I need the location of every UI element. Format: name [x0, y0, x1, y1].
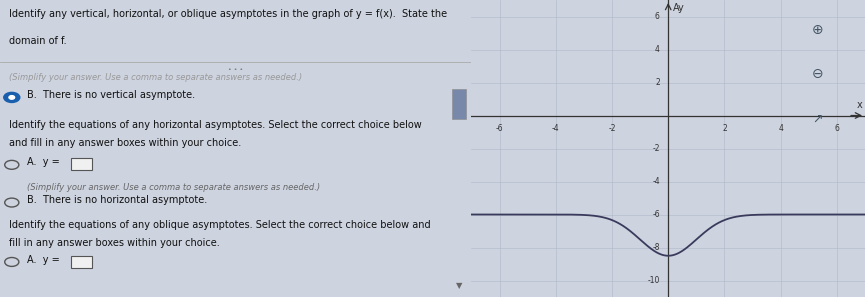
- Text: 2: 2: [722, 124, 727, 133]
- Text: and fill in any answer boxes within your choice.: and fill in any answer boxes within your…: [10, 138, 241, 148]
- Text: x: x: [856, 100, 862, 110]
- Text: A.  y =: A. y =: [28, 255, 60, 265]
- FancyBboxPatch shape: [71, 158, 92, 170]
- Text: -6: -6: [496, 124, 503, 133]
- FancyBboxPatch shape: [71, 256, 92, 268]
- Text: Identify the equations of any oblique asymptotes. Select the correct choice belo: Identify the equations of any oblique as…: [10, 220, 431, 230]
- Text: -4: -4: [652, 177, 660, 186]
- Text: -2: -2: [652, 144, 660, 153]
- Text: 6: 6: [835, 124, 839, 133]
- Text: ↗: ↗: [812, 112, 823, 125]
- Text: • • •: • • •: [228, 67, 243, 72]
- Text: 4: 4: [778, 124, 783, 133]
- Text: Identify any vertical, horizontal, or oblique asymptotes in the graph of y = f(x: Identify any vertical, horizontal, or ob…: [10, 9, 447, 19]
- FancyBboxPatch shape: [452, 89, 465, 119]
- Text: fill in any answer boxes within your choice.: fill in any answer boxes within your cho…: [10, 238, 221, 248]
- Text: Ay: Ay: [672, 3, 684, 13]
- Text: 2: 2: [655, 78, 660, 87]
- Text: A.  y =: A. y =: [28, 157, 60, 168]
- Text: 6: 6: [655, 12, 660, 21]
- Text: ⊕: ⊕: [812, 23, 823, 37]
- Text: -4: -4: [552, 124, 560, 133]
- Text: (Simplify your answer. Use a comma to separate answers as needed.): (Simplify your answer. Use a comma to se…: [10, 73, 303, 82]
- Text: -10: -10: [647, 276, 660, 285]
- Text: 4: 4: [655, 45, 660, 54]
- Circle shape: [3, 92, 20, 102]
- Text: ▼: ▼: [456, 281, 462, 290]
- Text: B.  There is no horizontal asymptote.: B. There is no horizontal asymptote.: [28, 195, 208, 205]
- Text: B.  There is no vertical asymptote.: B. There is no vertical asymptote.: [28, 90, 195, 100]
- Text: -2: -2: [608, 124, 616, 133]
- Text: ⊖: ⊖: [812, 67, 823, 81]
- Text: -6: -6: [652, 210, 660, 219]
- Text: (Simplify your answer. Use a comma to separate answers as needed.): (Simplify your answer. Use a comma to se…: [28, 183, 320, 192]
- Text: -8: -8: [652, 243, 660, 252]
- Circle shape: [9, 96, 15, 99]
- Text: domain of f.: domain of f.: [10, 36, 67, 46]
- Text: Identify the equations of any horizontal asymptotes. Select the correct choice b: Identify the equations of any horizontal…: [10, 120, 422, 130]
